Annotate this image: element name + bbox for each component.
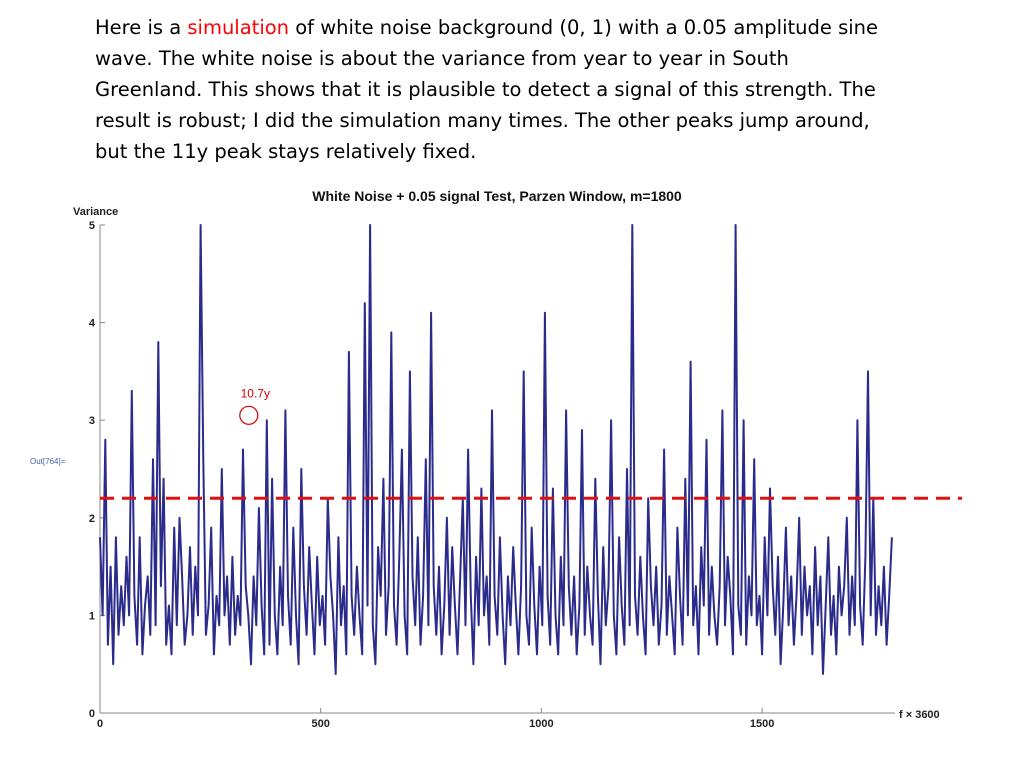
annotation-layer: 10.7y	[239, 386, 270, 425]
caption-highlight-simulation: simulation	[187, 16, 290, 39]
y-tick-label: 2	[89, 513, 95, 525]
y-tick-label: 4	[89, 318, 96, 330]
x-tick-label: 0	[97, 718, 103, 730]
annotation-circle	[239, 405, 259, 425]
y-axis-label: Variance	[73, 206, 118, 218]
caption-after: of white noise background (0, 1) with a …	[95, 16, 879, 163]
y-tick-label: 3	[89, 415, 95, 427]
series-layer	[99, 224, 893, 675]
out-label: Out[764]=	[30, 457, 66, 466]
caption-before: Here is a	[95, 16, 188, 39]
x-tick-label: 1000	[529, 718, 553, 730]
y-tick-label: 5	[89, 220, 95, 232]
y-tick-label: 1	[89, 610, 95, 622]
x-axis-label: f × 3600	[899, 709, 940, 721]
annotation-label-10-7y: 10.7y	[241, 386, 270, 400]
x-tick-label: 1500	[750, 718, 774, 730]
series-line	[99, 224, 893, 675]
chart-title: White Noise + 0.05 signal Test, Parzen W…	[312, 188, 682, 204]
y-tick-label: 0	[89, 708, 95, 720]
caption-text: Here is a simulation of white noise back…	[95, 12, 895, 167]
x-tick-label: 500	[312, 718, 330, 730]
axes: 0 1 2 3 4 5 0 500 1000 1500	[89, 220, 895, 730]
